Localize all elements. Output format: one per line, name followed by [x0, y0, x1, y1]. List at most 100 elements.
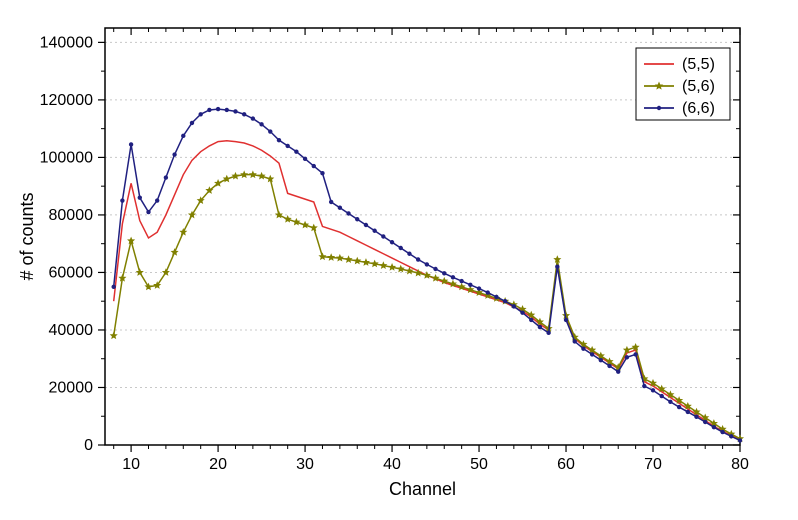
series-marker [259, 173, 265, 179]
series-marker [172, 152, 176, 156]
x-tick-label: 70 [644, 456, 662, 473]
series-marker [120, 198, 124, 202]
series-marker [207, 108, 211, 112]
series-marker [407, 252, 411, 256]
series-marker [451, 275, 455, 279]
y-axis-title: # of counts [17, 192, 37, 280]
series-marker [233, 109, 237, 113]
series-marker [232, 173, 238, 179]
series-marker [686, 410, 690, 414]
series-marker [564, 318, 568, 322]
series-marker [225, 108, 229, 112]
series-marker [267, 176, 273, 182]
series-marker [590, 352, 594, 356]
series-marker [250, 171, 256, 177]
series-marker [364, 223, 368, 227]
y-tick-label: 0 [84, 437, 93, 454]
series-marker [155, 198, 159, 202]
series-marker [399, 246, 403, 250]
series-marker [555, 264, 559, 268]
series-marker [355, 217, 359, 221]
spectrum-chart: 1020304050607080020000400006000080000100… [0, 0, 798, 520]
series-marker [303, 157, 307, 161]
series-marker [242, 112, 246, 116]
series-marker [302, 222, 308, 228]
series-marker [381, 234, 385, 238]
series-marker [216, 107, 220, 111]
legend-swatch-marker [657, 106, 661, 110]
y-tick-label: 20000 [49, 379, 94, 396]
series-marker [268, 129, 272, 133]
x-tick-label: 50 [470, 456, 488, 473]
series-marker [119, 275, 125, 281]
series-marker [668, 400, 672, 404]
series-marker [259, 122, 263, 126]
series-marker [633, 352, 637, 356]
series-marker [294, 149, 298, 153]
series-marker [729, 434, 733, 438]
series-marker [546, 331, 550, 335]
series-marker [128, 238, 134, 244]
series-marker [190, 121, 194, 125]
series-marker [425, 262, 429, 266]
series-line-1 [114, 175, 740, 439]
series-marker [164, 175, 168, 179]
chart-container: { "chart": { "type": "line", "width": 79… [0, 0, 798, 520]
series-marker [468, 283, 472, 287]
series-marker [599, 358, 603, 362]
y-tick-label: 140000 [40, 34, 93, 51]
series-marker [607, 364, 611, 368]
legend-label: (5,6) [682, 78, 715, 95]
series-marker [442, 271, 446, 275]
series-marker [329, 200, 333, 204]
y-tick-label: 100000 [40, 149, 93, 166]
y-tick-label: 40000 [49, 322, 94, 339]
series-marker [651, 388, 655, 392]
series-marker [181, 134, 185, 138]
series-marker [486, 290, 490, 294]
x-tick-label: 30 [296, 456, 314, 473]
series-marker [554, 256, 560, 262]
series-marker [573, 339, 577, 343]
series-marker [138, 195, 142, 199]
series-marker [720, 430, 724, 434]
series-marker [363, 259, 369, 265]
series-marker [677, 405, 681, 409]
x-tick-label: 80 [731, 456, 749, 473]
series-marker [616, 369, 620, 373]
series-marker [129, 142, 133, 146]
series-marker [416, 257, 420, 261]
y-tick-label: 80000 [49, 207, 94, 224]
series-marker [338, 206, 342, 210]
series-marker [285, 144, 289, 148]
series-marker [146, 210, 150, 214]
series-marker [380, 262, 386, 268]
y-tick-label: 120000 [40, 92, 93, 109]
series-marker [494, 295, 498, 299]
series-marker [328, 254, 334, 260]
series-marker [137, 269, 143, 275]
series-line-0 [114, 141, 740, 440]
series-marker [581, 346, 585, 350]
series-marker [538, 325, 542, 329]
series-marker [424, 272, 430, 278]
series-marker [111, 333, 117, 339]
series-marker [512, 304, 516, 308]
series-marker [293, 219, 299, 225]
series-marker [241, 171, 247, 177]
x-axis-title: Channel [389, 479, 456, 499]
series-marker [529, 318, 533, 322]
series-marker [459, 279, 463, 283]
series-marker [694, 415, 698, 419]
x-tick-label: 20 [209, 456, 227, 473]
legend-label: (6,6) [682, 100, 715, 117]
series-marker [390, 240, 394, 244]
series-marker [633, 344, 639, 350]
series-marker [346, 256, 352, 262]
series-marker [285, 216, 291, 222]
series-marker [198, 112, 202, 116]
legend-label: (5,5) [682, 56, 715, 73]
y-tick-label: 60000 [49, 264, 94, 281]
series-marker [503, 299, 507, 303]
series-marker [389, 264, 395, 270]
